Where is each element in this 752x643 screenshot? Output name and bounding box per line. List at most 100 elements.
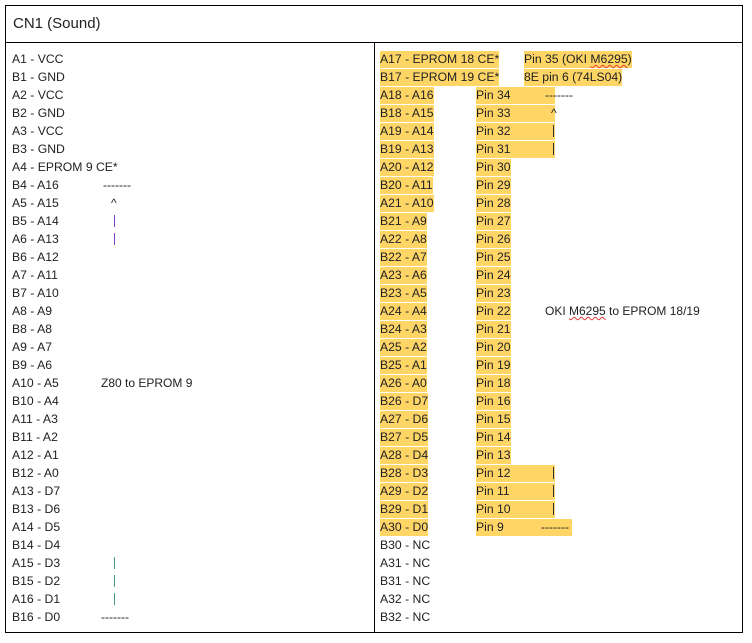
oki-pin-cell: Pin 27 [476,213,511,230]
left-pin-row: A5 - A15 [12,196,59,210]
right-pin-row: A28 - D4 [380,447,429,464]
left-pin-row: A11 - A3 [12,412,58,426]
left-pin-row: B11 - A2 [12,430,58,444]
right-pin-row: A18 - A16 [380,87,434,104]
left-pin-row: B12 - A0 [12,466,59,480]
right-pin-row: A27 - D6 [380,411,429,428]
left-bracket-line [114,575,115,587]
oki-pin-cell: Pin 24 [476,267,511,284]
oki-pin-cell: Pin 30 [476,159,511,176]
right-pin-row: A32 - NC [380,592,431,606]
left-pin-row: A3 - VCC [12,124,64,138]
left-pin-row: B14 - D4 [12,538,61,552]
oki-pin-cell: Pin 15 [476,411,511,428]
left-pin-row: B1 - GND [12,70,65,84]
oki-pin-cell: Pin 28 [476,195,511,212]
right-pin-row: A24 - A4 [380,303,427,320]
left-pin-row: A16 - D1 [12,592,61,606]
right-pin-row: B23 - A5 [380,285,427,302]
right-pin-row: A26 - A0 [380,375,427,392]
oki-pin-cell: Pin 20 [476,339,511,356]
left-bracket-top-caret: ^ [111,196,117,210]
left-pin-row: B3 - GND [12,142,65,156]
right-pin-row: B19 - A13 [380,141,434,158]
right-bracket-line [553,143,554,155]
left-pin-row: B9 - A6 [12,358,52,372]
oki-pin-cell: Pin 31 [476,141,555,158]
left-pin-row: B15 - D2 [12,574,61,588]
oki-pin-cell: Pin 19 [476,357,511,374]
right-pin-row: A19 - A14 [380,123,434,140]
left-pin-row: A4 - EPROM 9 CE* [12,160,118,174]
right-bracket-bottom-dash: ------- [541,520,569,534]
oki-pin-cell: Pin 26 [476,231,511,248]
right-pin-row: A21 - A10 [380,195,434,212]
left-pin-row: B4 - A16 [12,178,59,192]
pinout-table: CN1 (Sound) [5,5,743,633]
left-pin-row: B8 - A8 [12,322,52,336]
right-pin-row: B28 - D3 [380,465,429,482]
oki-pin-cell: Pin 14 [476,429,511,446]
left-pin-row: B7 - A10 [12,286,59,300]
right-pin-note: 8E pin 6 (74LS04) [524,69,623,86]
oki-pin-cell: Pin 25 [476,249,511,266]
left-pin-row: A1 - VCC [12,52,64,66]
left-bracket-line [114,233,115,245]
right-pin-row: A20 - A12 [380,159,434,176]
oki-pin-cell: Pin 21 [476,321,511,338]
left-bracket-bottom-dash: ------- [101,610,129,624]
oki-pin-cell: Pin 18 [476,375,511,392]
oki-pin-cell: Pin 23 [476,285,511,302]
oki-pin-cell: Pin 13 [476,447,511,464]
left-pin-row: B6 - A12 [12,250,59,264]
right-bracket-line [553,467,554,479]
right-pin-row: B18 - A15 [380,105,434,122]
right-pin-row: A31 - NC [380,556,431,570]
right-pin-row: A22 - A8 [380,231,427,248]
right-pin-row: B22 - A7 [380,249,427,266]
column-divider [374,43,375,633]
right-pin-note: Pin 35 (OKI M6295) [524,51,632,68]
right-pin-row: B30 - NC [380,538,431,552]
left-bracket-line [114,593,115,605]
left-pin-row: A13 - D7 [12,484,61,498]
left-pin-row: A6 - A13 [12,232,59,246]
oki-pin-cell: Pin 12 [476,465,555,482]
right-pin-row: A23 - A6 [380,267,427,284]
oki-pin-cell: Pin 33 [476,105,555,122]
spellcheck-underlined-word: M6295 [590,52,628,66]
oki-pin-cell: Pin 16 [476,393,511,410]
left-pin-row: A2 - VCC [12,88,64,102]
left-bracket-note: Z80 to EPROM 9 [101,376,193,390]
right-pin-row: B31 - NC [380,574,431,588]
left-pin-row: A9 - A7 [12,340,52,354]
oki-pin-cell: Pin 11 [476,483,555,500]
left-bracket-line [114,215,115,227]
right-bracket-line [553,485,554,497]
left-pin-row: B2 - GND [12,106,65,120]
right-pin-row: A17 - EPROM 18 CE* [380,51,500,68]
left-pin-row: A8 - A9 [12,304,52,318]
left-pin-row: B10 - A4 [12,394,59,408]
left-pin-row: B16 - D0 [12,610,61,624]
right-bracket-note: OKI M6295 to EPROM 18/19 [545,304,700,318]
left-bracket-top-dash: ------- [103,178,131,192]
table-title: CN1 (Sound) [13,15,101,32]
left-pin-row: A14 - D5 [12,520,61,534]
table-header: CN1 (Sound) [6,6,742,43]
right-pin-row: B26 - D7 [380,393,429,410]
left-pin-row: B5 - A14 [12,214,59,228]
right-bracket-line [553,503,554,515]
right-pin-row: B25 - A1 [380,357,427,374]
right-pin-row: B21 - A9 [380,213,427,230]
right-pin-row: B24 - A3 [380,321,427,338]
left-pin-row: A12 - A1 [12,448,59,462]
left-pin-row: A7 - A11 [12,268,58,282]
left-pin-row: A10 - A5 [12,376,59,390]
right-bracket-line [553,125,554,137]
right-pin-row: B20 - A11 [380,177,433,194]
right-pin-row: A30 - D0 [380,519,429,536]
spellcheck-underlined-word: M6295 [569,304,606,318]
oki-pin-cell: Pin 9 [476,519,572,536]
left-pin-row: A15 - D3 [12,556,61,570]
